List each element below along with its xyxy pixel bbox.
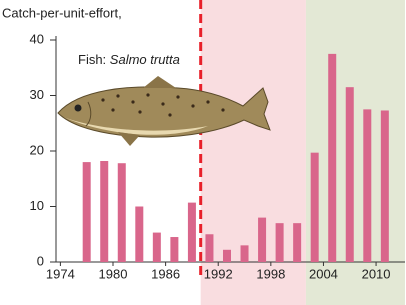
x-tick-label: 1980 [99, 266, 128, 281]
y-tick-label: 0 [37, 253, 44, 268]
bar [293, 223, 301, 262]
bar [153, 233, 161, 262]
x-tick-label: 2010 [362, 266, 391, 281]
bar [205, 234, 213, 262]
bar [83, 162, 91, 262]
bar [258, 218, 266, 262]
bar [276, 223, 284, 262]
bar [363, 109, 371, 262]
chart: 0 10 20 30 40 1974 1980 1986 1992 1998 2004 2010 Ca… [0, 0, 406, 305]
annotation-prefix: Fish: [78, 52, 106, 67]
bar [100, 161, 108, 262]
x-tick-label: 1974 [46, 266, 75, 281]
bar [118, 163, 126, 262]
y-tick-label: 40 [30, 31, 44, 46]
y-tick-label: 10 [30, 198, 44, 213]
chart-title: Catch-per-unit-effort, [2, 5, 122, 20]
annotation-species: Salmo trutta [110, 52, 180, 67]
x-tick-label: 1998 [256, 266, 285, 281]
shaded-region [306, 0, 405, 305]
x-tick-label: 2004 [309, 266, 338, 281]
bar [381, 110, 389, 262]
y-tick-label: 20 [30, 142, 44, 157]
annotation: Fish: Salmo trutta [78, 52, 180, 67]
y-tick-label: 30 [30, 87, 44, 102]
bar [328, 54, 336, 262]
background-layer [201, 0, 405, 305]
bar [311, 153, 319, 262]
bar [241, 245, 249, 262]
x-tick-label: 1992 [204, 266, 233, 281]
bar [135, 207, 143, 263]
bar [346, 87, 354, 262]
x-tick-label: 1986 [151, 266, 180, 281]
bar [170, 237, 178, 262]
bar [223, 250, 231, 262]
page: {"chart_data": {"type": "bar", "title": … [0, 0, 406, 305]
bar [188, 203, 196, 262]
shaded-region [201, 0, 306, 305]
